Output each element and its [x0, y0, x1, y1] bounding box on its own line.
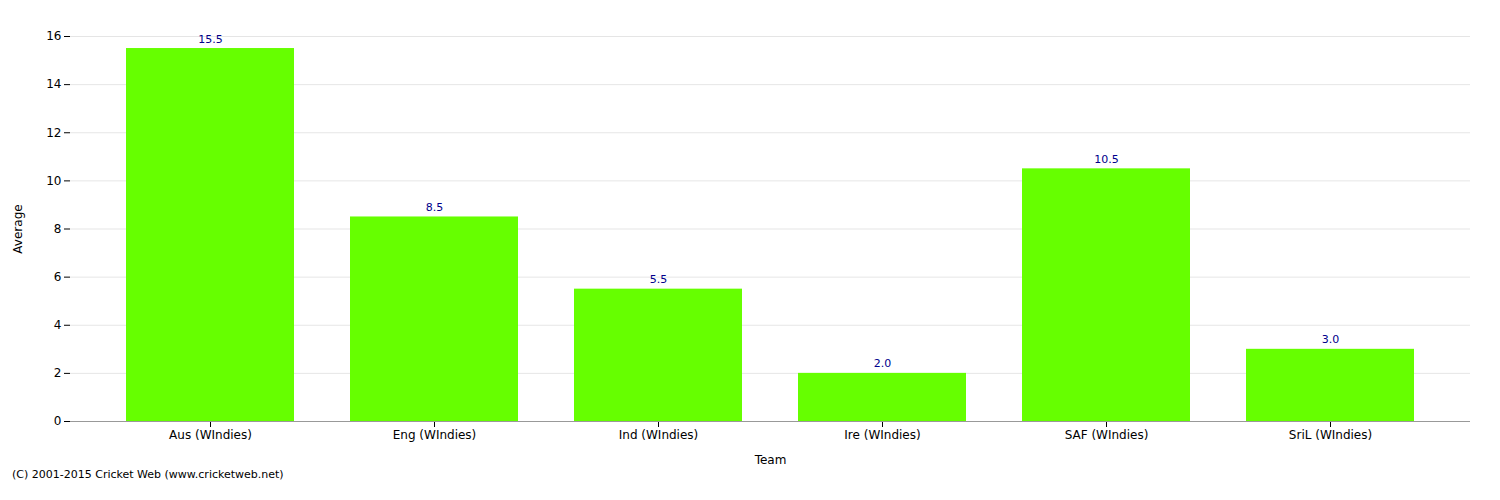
svg-text:10.5: 10.5	[1094, 153, 1119, 166]
svg-text:SriL (WIndies): SriL (WIndies)	[1289, 428, 1372, 442]
svg-text:Aus (WIndies): Aus (WIndies)	[169, 428, 252, 442]
svg-text:Eng (WIndies): Eng (WIndies)	[393, 428, 477, 442]
svg-text:4: 4	[54, 318, 62, 332]
svg-text:2: 2	[54, 366, 62, 380]
svg-text:8: 8	[54, 222, 62, 236]
svg-text:2.0: 2.0	[874, 357, 892, 370]
svg-text:5.5: 5.5	[650, 273, 668, 286]
svg-text:16: 16	[46, 29, 61, 43]
svg-text:Ire (WIndies): Ire (WIndies)	[844, 428, 920, 442]
svg-text:12: 12	[46, 126, 61, 140]
svg-text:3.0: 3.0	[1322, 333, 1340, 346]
svg-text:6: 6	[54, 270, 62, 284]
svg-text:Average: Average	[11, 204, 25, 253]
svg-text:0: 0	[54, 414, 62, 428]
svg-text:10: 10	[46, 174, 61, 188]
svg-text:14: 14	[46, 77, 61, 91]
svg-text:8.5: 8.5	[426, 201, 444, 214]
svg-text:Ind (WIndies): Ind (WIndies)	[619, 428, 699, 442]
svg-text:15.5: 15.5	[198, 33, 223, 46]
html-text:(C) 2001-2015 Cricket Web (www: (C) 2001-2015 Cricket Web (www.cricketwe…	[12, 468, 284, 481]
svg-text:Team: Team	[754, 453, 787, 467]
svg-text:SAF (WIndies): SAF (WIndies)	[1065, 428, 1149, 442]
